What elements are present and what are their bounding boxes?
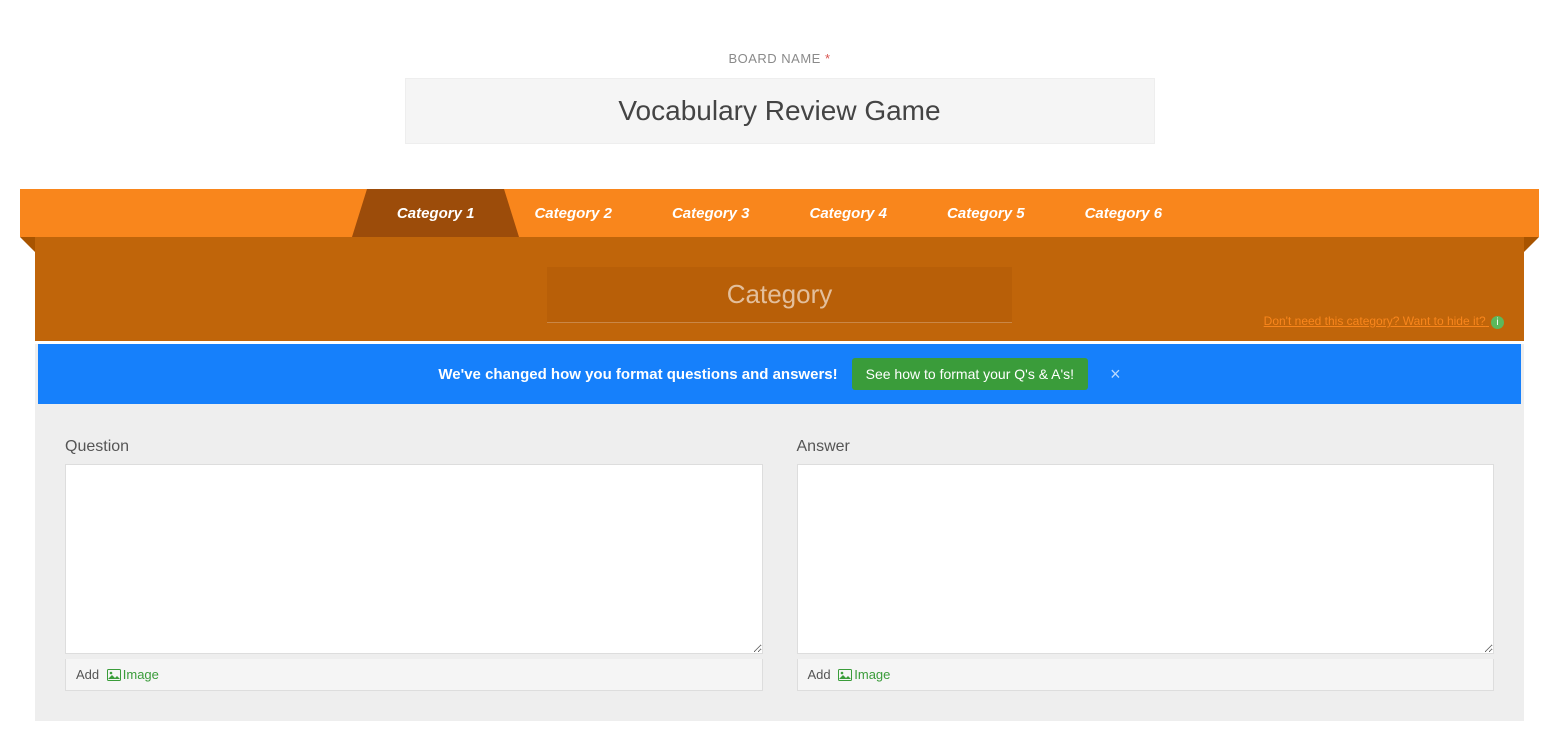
category-tabs-inner: Category 1Category 2Category 3Category 4… (20, 189, 1539, 237)
tab-category-2[interactable]: Category 2 (504, 189, 642, 237)
board-name-section: BOARD NAME * (0, 0, 1559, 174)
question-add-image-button[interactable]: Image (107, 667, 159, 682)
tab-category-1[interactable]: Category 1 (367, 189, 505, 237)
alert-close-icon[interactable]: × (1110, 364, 1121, 385)
board-name-input[interactable] (405, 78, 1155, 144)
hide-category-link[interactable]: Don't need this category? Want to hide i… (1264, 314, 1504, 329)
answer-input[interactable] (797, 464, 1495, 654)
category-panel: Don't need this category? Want to hide i… (35, 237, 1524, 341)
answer-add-image-button[interactable]: Image (838, 667, 890, 682)
tab-category-4[interactable]: Category 4 (780, 189, 918, 237)
question-input[interactable] (65, 464, 763, 654)
question-label: Question (65, 438, 763, 456)
info-icon: i (1491, 316, 1504, 329)
answer-add-label: Add (808, 667, 831, 682)
format-alert: We've changed how you format questions a… (38, 344, 1521, 404)
question-add-bar: Add Image (65, 659, 763, 691)
question-column: Question Add Image (65, 438, 763, 691)
tab-category-6[interactable]: Category 6 (1055, 189, 1193, 237)
question-image-label: Image (123, 667, 159, 682)
qa-row: Question Add Image Answer Add Image (35, 404, 1524, 691)
required-mark: * (825, 51, 831, 66)
image-icon (838, 669, 852, 681)
answer-column: Answer Add Image (797, 438, 1495, 691)
question-add-label: Add (76, 667, 99, 682)
alert-text: We've changed how you format questions a… (438, 366, 837, 383)
category-name-input[interactable] (547, 267, 1012, 323)
content-area: We've changed how you format questions a… (35, 344, 1524, 721)
image-icon (107, 669, 121, 681)
answer-image-label: Image (854, 667, 890, 682)
tab-category-3[interactable]: Category 3 (642, 189, 780, 237)
answer-add-bar: Add Image (797, 659, 1495, 691)
hide-category-text: Don't need this category? Want to hide i… (1264, 314, 1486, 328)
see-format-button[interactable]: See how to format your Q's & A's! (852, 358, 1088, 390)
category-tabs-bar: Category 1Category 2Category 3Category 4… (20, 189, 1539, 237)
tab-category-5[interactable]: Category 5 (917, 189, 1055, 237)
board-name-label-text: BOARD NAME (728, 51, 820, 66)
answer-label: Answer (797, 438, 1495, 456)
board-name-label: BOARD NAME * (728, 51, 830, 66)
